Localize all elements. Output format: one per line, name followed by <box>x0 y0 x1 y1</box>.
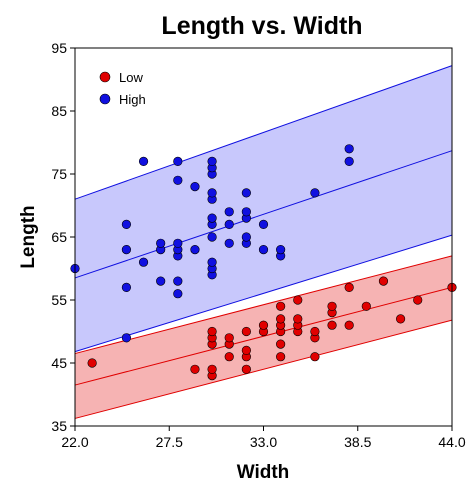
low-point <box>241 364 251 374</box>
high-point <box>276 245 286 255</box>
low-point <box>224 333 234 343</box>
high-point <box>138 156 149 166</box>
low-fit-line <box>74 286 453 386</box>
high-point <box>121 282 132 293</box>
high-band-upper <box>74 65 453 200</box>
y-axis: 35 45 55 65 75 85 95 <box>51 40 75 434</box>
high-point <box>121 333 132 343</box>
x-axis-label: Width <box>237 462 290 483</box>
high-point <box>121 245 132 255</box>
high-point <box>241 188 251 198</box>
low-point <box>327 320 337 330</box>
high-point <box>190 182 200 192</box>
low-point <box>190 364 200 374</box>
chart-title: Length vs. Width <box>161 12 362 40</box>
high-point <box>121 219 132 229</box>
y-tick-label: 95 <box>51 40 67 56</box>
legend: Low High <box>99 70 146 107</box>
high-point <box>207 257 217 267</box>
high-point <box>310 188 320 198</box>
high-point <box>190 245 200 255</box>
high-point <box>156 276 166 286</box>
y-tick-label: 35 <box>51 418 67 434</box>
high-point <box>224 238 234 248</box>
low-point <box>276 301 286 311</box>
high-band <box>75 65 452 352</box>
x-tick-label: 33.0 <box>250 434 277 450</box>
high-point <box>207 156 217 166</box>
high-point <box>156 238 166 248</box>
low-band-lower <box>74 319 453 419</box>
y-axis-label: Length <box>18 205 39 268</box>
y-tick-label: 85 <box>51 103 67 119</box>
low-point <box>378 276 389 286</box>
low-band <box>75 255 452 419</box>
high-point <box>207 188 217 198</box>
high-point <box>258 245 269 255</box>
low-point <box>224 352 234 362</box>
low-point <box>258 320 269 330</box>
low-point <box>241 326 251 337</box>
high-point <box>224 219 234 229</box>
legend-high-marker <box>99 93 111 105</box>
low-band-upper <box>74 255 453 355</box>
low-point <box>207 326 217 337</box>
low-point <box>327 301 337 311</box>
data-points <box>70 144 457 381</box>
high-point <box>344 156 354 166</box>
high-point <box>138 257 149 267</box>
legend-high-label: High <box>119 92 146 107</box>
confidence-bands <box>75 65 452 419</box>
x-axis: 22.0 27.5 33.0 38.5 44.0 <box>61 426 466 450</box>
y-tick-label: 65 <box>51 229 67 245</box>
low-point <box>293 314 303 324</box>
high-point <box>241 207 251 217</box>
fit-lines <box>74 65 453 419</box>
low-point <box>276 314 286 324</box>
high-point <box>207 232 217 242</box>
low-point <box>310 352 320 362</box>
high-point <box>344 144 354 154</box>
high-point <box>173 289 183 299</box>
x-tick-label: 22.0 <box>61 434 88 450</box>
high-point <box>258 219 269 229</box>
high-point <box>224 207 234 217</box>
low-point <box>310 326 320 337</box>
low-point <box>293 295 303 305</box>
x-tick-label: 44.0 <box>438 434 465 450</box>
y-tick-label: 75 <box>51 166 67 182</box>
low-point <box>344 320 354 330</box>
low-point <box>241 345 251 356</box>
high-point <box>173 156 183 166</box>
low-point <box>87 358 97 368</box>
low-point <box>344 282 354 293</box>
high-fit-line <box>74 150 453 279</box>
high-point <box>173 276 183 286</box>
low-point <box>276 352 286 362</box>
low-point <box>361 301 371 311</box>
low-point <box>276 339 286 349</box>
x-tick-label: 27.5 <box>156 434 183 450</box>
low-point <box>395 314 406 324</box>
high-point <box>173 175 183 185</box>
high-point <box>241 232 251 242</box>
high-point <box>207 213 217 223</box>
legend-low-label: Low <box>119 70 143 85</box>
x-tick-label: 38.5 <box>344 434 371 450</box>
legend-low-marker <box>99 71 111 83</box>
y-tick-label: 55 <box>51 292 67 308</box>
high-point <box>173 238 183 248</box>
high-band-lower <box>74 234 453 353</box>
low-point <box>413 295 423 305</box>
low-point <box>207 364 217 374</box>
y-tick-label: 45 <box>51 355 67 371</box>
